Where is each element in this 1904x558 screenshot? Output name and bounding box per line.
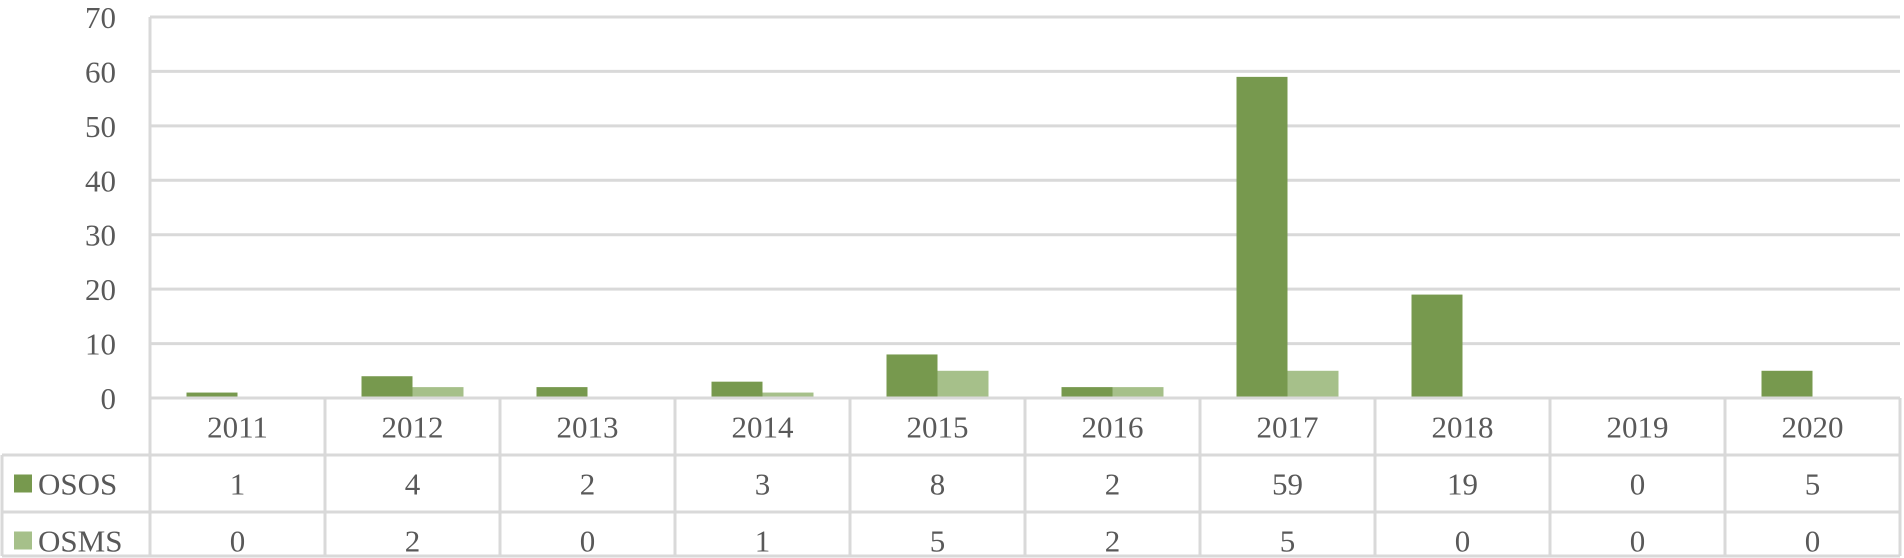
data-label-osos: 8: [930, 467, 946, 502]
x-tick-label: 2015: [907, 410, 969, 445]
legend-swatch-osos: [14, 474, 32, 493]
bar-osms-2012: [412, 387, 464, 398]
x-tick-label: 2013: [557, 410, 619, 445]
bar-osos-2018: [1411, 294, 1463, 398]
data-label-osos: 2: [580, 467, 596, 502]
y-tick-label: 40: [85, 163, 116, 198]
x-tick-label: 2014: [732, 410, 795, 445]
bar-osms-2015: [937, 370, 989, 398]
x-tick-label: 2019: [1607, 410, 1669, 445]
data-label-osos: 59: [1272, 467, 1303, 502]
bar-osms-2017: [1287, 370, 1339, 398]
legend-swatch-osms: [14, 531, 32, 550]
legend-label-osos: OSOS: [38, 467, 117, 502]
y-tick-label: 10: [85, 327, 116, 362]
bar-osos-2014: [711, 381, 763, 398]
bar-osos-2011: [186, 392, 238, 398]
y-axis: 0 10 20 30 40 50 60 70: [85, 0, 116, 416]
data-table: 2011 2012 2013 2014 2015 2016 2017 2018 2019 2020…: [0, 396, 1902, 558]
data-label-osos: 4: [405, 467, 421, 502]
gridlines: [148, 15, 1900, 400]
data-label-osos: 19: [1447, 467, 1478, 502]
data-label-osms: 2: [1105, 524, 1121, 558]
y-tick-label: 70: [85, 0, 116, 35]
x-tick-label: 2011: [207, 410, 268, 445]
bar-osos-2013: [536, 387, 588, 398]
bar-osos-2012: [361, 376, 413, 398]
data-label-osos: 3: [755, 467, 771, 502]
data-label-osms: 5: [930, 524, 946, 558]
data-label-osms: 1: [755, 524, 771, 558]
y-tick-label: 20: [85, 272, 116, 307]
data-label-osos: 5: [1805, 467, 1821, 502]
bar-osos-2016: [1061, 387, 1113, 398]
data-label-osms: 0: [580, 524, 596, 558]
y-tick-label: 30: [85, 218, 116, 253]
bar-osos-2017: [1236, 76, 1288, 398]
data-label-osos: 2: [1105, 467, 1121, 502]
x-tick-label: 2018: [1432, 410, 1494, 445]
bars: [186, 76, 1813, 398]
data-label-osms: 0: [1805, 524, 1821, 558]
legend-label-osms: OSMS: [38, 524, 122, 558]
data-label-osos: 1: [230, 467, 246, 502]
bar-osos-2015: [886, 354, 938, 398]
data-label-osms: 0: [230, 524, 246, 558]
x-tick-label: 2012: [382, 410, 444, 445]
bar-osos-2020: [1761, 370, 1813, 398]
y-tick-label: 0: [101, 381, 117, 416]
bar-osms-2014: [762, 392, 814, 398]
x-tick-label: 2017: [1257, 410, 1319, 445]
data-label-osms: 5: [1280, 524, 1296, 558]
data-label-osms: 2: [405, 524, 421, 558]
bar-osms-2016: [1112, 387, 1164, 398]
data-label-osms: 0: [1455, 524, 1471, 558]
x-tick-label: 2020: [1782, 410, 1844, 445]
data-label-osms: 0: [1630, 524, 1646, 558]
data-label-osos: 0: [1630, 467, 1646, 502]
y-tick-label: 50: [85, 109, 116, 144]
y-tick-label: 60: [85, 54, 116, 89]
x-tick-label: 2016: [1082, 410, 1144, 445]
